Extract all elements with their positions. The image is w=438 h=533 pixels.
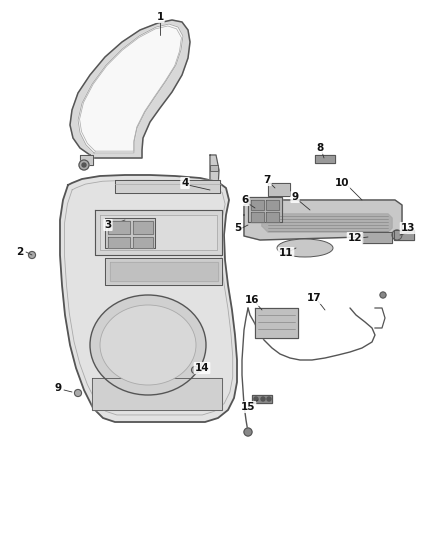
Circle shape xyxy=(244,428,252,436)
Text: 2: 2 xyxy=(16,247,24,257)
Ellipse shape xyxy=(90,295,206,395)
Polygon shape xyxy=(362,232,392,243)
Text: 1: 1 xyxy=(156,12,164,22)
Circle shape xyxy=(28,252,35,259)
Text: 7: 7 xyxy=(263,175,271,185)
Text: 3: 3 xyxy=(104,220,112,230)
Polygon shape xyxy=(244,200,402,240)
Text: 15: 15 xyxy=(241,402,255,412)
Polygon shape xyxy=(110,262,218,281)
Polygon shape xyxy=(248,197,282,222)
Bar xyxy=(210,165,218,171)
Polygon shape xyxy=(394,230,414,240)
Text: 5: 5 xyxy=(234,223,242,233)
Polygon shape xyxy=(210,155,219,215)
Text: 8: 8 xyxy=(316,143,324,153)
Polygon shape xyxy=(268,183,290,196)
Circle shape xyxy=(191,367,198,374)
Polygon shape xyxy=(251,212,264,222)
Polygon shape xyxy=(115,180,220,193)
Polygon shape xyxy=(95,210,222,255)
Polygon shape xyxy=(105,258,222,285)
Polygon shape xyxy=(266,200,279,210)
Circle shape xyxy=(392,230,402,240)
Polygon shape xyxy=(100,215,217,250)
Circle shape xyxy=(267,397,271,401)
Text: 4: 4 xyxy=(181,178,189,188)
Polygon shape xyxy=(92,378,222,410)
Polygon shape xyxy=(80,155,93,165)
Text: 12: 12 xyxy=(348,233,362,243)
Ellipse shape xyxy=(277,239,333,257)
Circle shape xyxy=(261,397,265,401)
Text: 9: 9 xyxy=(291,192,299,202)
Text: 17: 17 xyxy=(307,293,321,303)
Text: 9: 9 xyxy=(54,383,62,393)
Text: 13: 13 xyxy=(401,223,415,233)
Text: 14: 14 xyxy=(194,363,209,373)
Polygon shape xyxy=(255,308,298,338)
Circle shape xyxy=(74,390,81,397)
Polygon shape xyxy=(266,212,279,222)
Polygon shape xyxy=(262,214,392,232)
Text: 11: 11 xyxy=(279,248,293,258)
Ellipse shape xyxy=(100,305,196,385)
Text: 6: 6 xyxy=(241,195,249,205)
Polygon shape xyxy=(315,155,335,163)
Polygon shape xyxy=(133,221,153,234)
Circle shape xyxy=(254,397,258,401)
Polygon shape xyxy=(60,175,237,422)
Circle shape xyxy=(79,160,89,170)
Polygon shape xyxy=(252,395,272,403)
Circle shape xyxy=(82,163,86,167)
Text: 16: 16 xyxy=(245,295,259,305)
Polygon shape xyxy=(78,24,183,153)
Polygon shape xyxy=(108,221,130,234)
Circle shape xyxy=(380,292,386,298)
Polygon shape xyxy=(105,218,155,248)
Polygon shape xyxy=(251,200,264,210)
Bar xyxy=(210,185,218,191)
Polygon shape xyxy=(133,237,153,248)
Polygon shape xyxy=(108,237,130,248)
Polygon shape xyxy=(70,20,190,158)
Text: 10: 10 xyxy=(335,178,349,188)
